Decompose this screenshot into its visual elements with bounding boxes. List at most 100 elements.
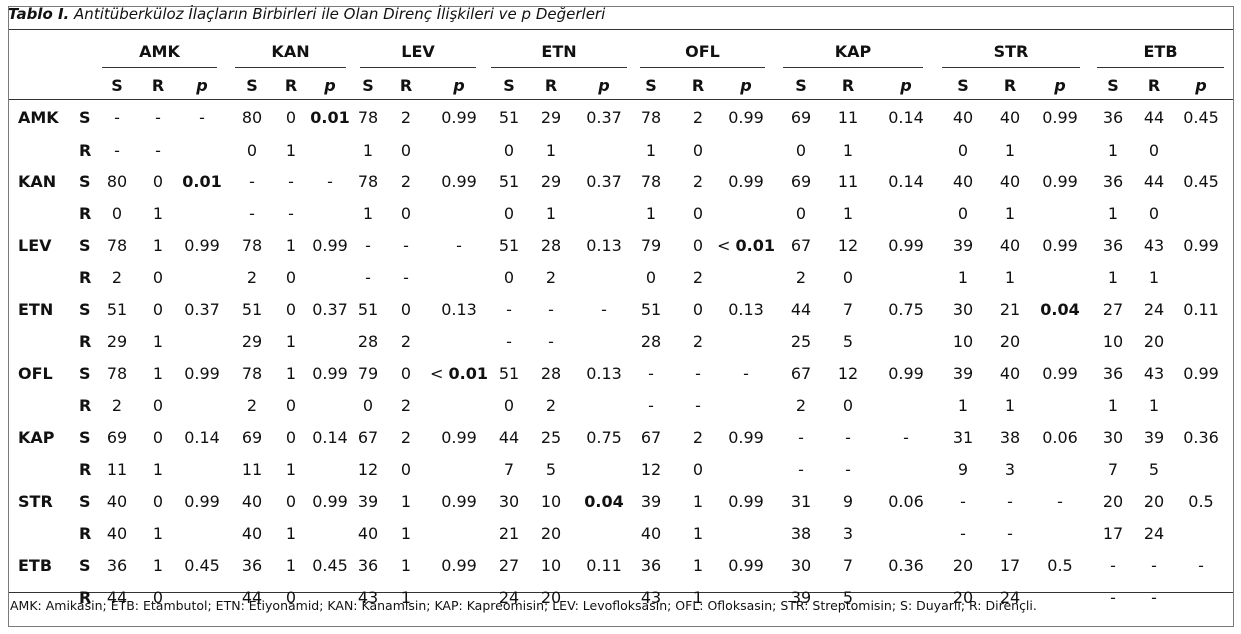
table-cell: 11 [241,460,263,479]
table-cell: 39 [357,492,379,511]
table-cell: 36 [640,556,662,575]
subheader-r: R [1003,76,1017,95]
table-cell: - [601,300,607,319]
table-cell: 0 [692,204,704,223]
table-cell: 0.99 [1042,236,1078,255]
table-cell: 0.5 [1047,556,1073,575]
table-cell: 1 [1148,396,1160,415]
table-cell: 40 [640,524,662,543]
table-cell: 0.04 [584,492,624,511]
table-cell: 2 [400,332,412,351]
table-cell: 0 [111,204,123,223]
table-cell: 0.04 [1040,300,1080,319]
table-cell: 0.13 [728,300,764,319]
subheader-s: S [111,76,123,95]
table-cell: 0.14 [888,172,924,191]
table-cell: 40 [999,108,1021,127]
table-cell: 0 [152,492,164,511]
table-cell: 80 [241,108,263,127]
table-cell: 30 [498,492,520,511]
table-cell: 1 [1004,204,1016,223]
table-cell: 67 [790,236,812,255]
table-cell: 0 [692,460,704,479]
table-cell: 20 [952,556,974,575]
subheader-s: S [1107,76,1119,95]
table-cell: 1 [152,524,164,543]
table-cell: 29 [106,332,128,351]
table-cell: - [403,268,409,287]
table-cell: 36 [106,556,128,575]
table-cell: 0.75 [888,300,924,319]
table-cell: 1 [692,524,704,543]
table-cell: 69 [106,428,128,447]
table-cell: 1 [400,556,412,575]
table-cell: 0 [692,141,704,160]
table-cell: - [1057,492,1063,511]
table-cell: 1 [285,332,297,351]
table-cell: 1 [1107,268,1119,287]
table-cell: 0.99 [441,492,477,511]
table-cell: 40 [999,172,1021,191]
table-cell: 1 [545,204,557,223]
row-s-label: S [79,108,91,127]
table-cell: 0.37 [184,300,220,319]
table-cell: 1 [152,204,164,223]
table-cell: 69 [241,428,263,447]
table-cell: 0.75 [586,428,622,447]
table-cell: 1 [645,204,657,223]
table-cell: 5 [842,588,854,607]
table-cell: 0 [842,268,854,287]
table-cell: 12 [837,364,859,383]
subheader-p: p [453,76,465,95]
table-cell: - [403,236,409,255]
row-r-label: R [79,396,92,415]
table-cell: 44 [241,588,263,607]
table-cell: 36 [1102,236,1124,255]
group-underline [942,67,1080,68]
table-cell: 0 [362,396,374,415]
table-cell: 12 [357,460,379,479]
table-cell: 1 [1107,141,1119,160]
table-cell: 78 [640,108,662,127]
group-underline [235,67,346,68]
header-rule [9,99,1233,100]
table-cell: 5 [1148,460,1160,479]
table-cell: 67 [357,428,379,447]
table-cell: 0 [1148,204,1160,223]
group-header-amk: AMK [139,42,180,61]
table-cell: 2 [400,428,412,447]
table-cell: 0 [957,141,969,160]
table-cell: 0 [400,204,412,223]
less-than-sign: < [430,364,449,383]
table-cell: 0.01 [182,172,222,191]
table-cell: 0.36 [1183,428,1219,447]
table-cell: 0.99 [184,492,220,511]
table-cell: 38 [790,524,812,543]
table-cell: 1 [692,492,704,511]
table-cell: 0.37 [586,172,622,191]
table-cell: 51 [498,108,520,127]
table-cell: 20 [999,332,1021,351]
table-cell: 2 [692,428,704,447]
table-cell: 1 [400,492,412,511]
table-cell: 1 [957,268,969,287]
table-cell: 27 [498,556,520,575]
table-cell: 39 [1143,428,1165,447]
table-cell: 69 [790,108,812,127]
table-cell: 1 [1107,396,1119,415]
table-cell: 0 [285,428,297,447]
subheader-r: R [544,76,558,95]
table-cell: 43 [357,588,379,607]
table-cell: 1 [645,141,657,160]
table-cell: 0.99 [888,236,924,255]
table-cell: 0 [285,108,297,127]
table-title-label: Tablo I. [8,5,70,23]
row-s-label: S [79,236,91,255]
table-cell: 1 [842,204,854,223]
table-cell: 9 [957,460,969,479]
table-cell: 0.99 [312,236,348,255]
table-cell: 51 [498,236,520,255]
table-cell: 39 [640,492,662,511]
table-cell: 2 [795,396,807,415]
table-cell: 0 [842,396,854,415]
